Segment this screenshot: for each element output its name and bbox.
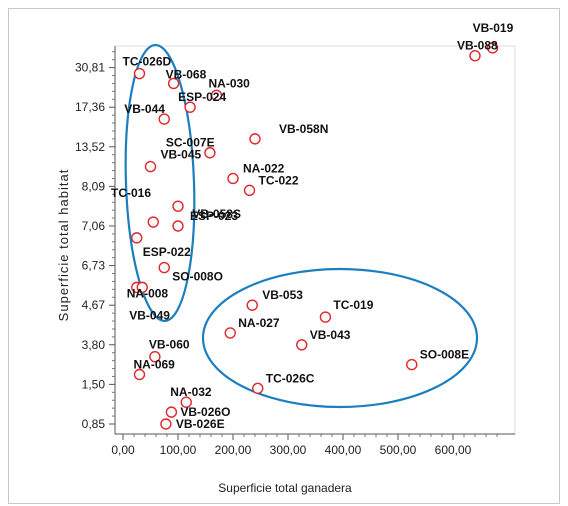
x-tick-label: 600,00 xyxy=(435,443,472,457)
data-point xyxy=(210,89,223,102)
data-point xyxy=(204,147,216,159)
data-point xyxy=(147,216,159,228)
point-label: SC-007E xyxy=(166,136,215,150)
point-label: VB-026E xyxy=(176,417,225,431)
point-label: TC-026D xyxy=(123,55,172,69)
y-tick-label: 13,52 xyxy=(75,140,105,154)
group-ellipse-left xyxy=(124,43,196,323)
y-tick-label: 17,36 xyxy=(75,100,105,114)
point-label: NA-027 xyxy=(238,316,280,330)
point-label: ESP-024 xyxy=(178,90,226,104)
point-label: TC-026C xyxy=(266,371,315,385)
x-tick-label: 0,00 xyxy=(111,443,135,457)
point-label: VB-058S xyxy=(192,207,241,221)
point-label: ESP-022 xyxy=(143,245,191,259)
data-point xyxy=(158,113,170,125)
data-point xyxy=(172,200,184,212)
point-label: VB-053 xyxy=(262,288,303,302)
data-point xyxy=(133,67,146,80)
y-tick-label: 7,06 xyxy=(82,219,106,233)
point-label: NA-069 xyxy=(134,358,176,372)
point-label: VB-045 xyxy=(161,148,202,162)
data-point xyxy=(167,77,180,90)
data-point xyxy=(246,299,258,311)
point-label: NA-008 xyxy=(127,286,169,300)
x-axis-title: Superficie total ganadera xyxy=(218,481,352,495)
point-label: SO-008E xyxy=(420,348,469,362)
point-label: VB-019 xyxy=(473,21,514,35)
point-label: VB-049 xyxy=(129,308,170,322)
point-label: VB-044 xyxy=(124,102,165,116)
data-point xyxy=(319,311,332,323)
point-label: VB-026O xyxy=(180,405,230,419)
data-point xyxy=(144,160,157,173)
point-label: NA-030 xyxy=(209,76,251,90)
y-tick-label: 8,09 xyxy=(82,179,106,193)
point-label: VB-060 xyxy=(149,338,190,352)
data-point xyxy=(184,101,196,113)
chart-frame xyxy=(8,8,560,504)
point-label: NA-032 xyxy=(170,385,212,399)
y-tick-label: 6,73 xyxy=(82,259,106,273)
x-tick-label: 300,00 xyxy=(270,443,307,457)
data-point xyxy=(136,281,148,294)
data-point xyxy=(486,42,499,54)
point-label: TC-022 xyxy=(259,173,299,187)
data-point xyxy=(160,418,172,430)
data-point xyxy=(469,50,481,62)
y-tick-label: 3,80 xyxy=(82,338,106,352)
point-label: SO-008O xyxy=(172,270,223,284)
point-label: VB-068 xyxy=(166,67,207,81)
data-point xyxy=(252,382,264,395)
group-ellipse-right xyxy=(201,267,479,409)
x-tick-label: 200,00 xyxy=(215,443,252,457)
point-label: VB-088 xyxy=(457,39,498,53)
data-point xyxy=(165,406,178,418)
x-tick-label: 400,00 xyxy=(325,443,362,457)
y-tick-label: 0,85 xyxy=(82,417,106,431)
point-label: ESP-023 xyxy=(190,209,238,223)
y-tick-label: 4,67 xyxy=(82,298,106,312)
y-axis-title: Superficie total habitat xyxy=(56,169,71,322)
point-label: TC-019 xyxy=(333,298,373,312)
point-label: VB-043 xyxy=(310,328,351,342)
data-point xyxy=(227,172,239,185)
data-point xyxy=(158,261,170,274)
data-point xyxy=(406,358,418,371)
data-point xyxy=(131,232,143,244)
x-tick-label: 100,00 xyxy=(160,443,197,457)
data-point xyxy=(133,368,146,381)
data-point xyxy=(149,350,161,363)
x-tick-label: 500,00 xyxy=(380,443,417,457)
data-point xyxy=(180,396,192,408)
data-point xyxy=(296,339,308,351)
y-tick-label: 30,81 xyxy=(75,61,105,75)
data-point xyxy=(249,133,261,145)
y-tick-label: 1,50 xyxy=(82,377,106,391)
point-label: NA-022 xyxy=(243,161,285,175)
point-label: TC-016 xyxy=(111,186,151,200)
point-label: VB-058N xyxy=(279,122,328,136)
data-point xyxy=(172,220,184,232)
data-point xyxy=(243,184,256,197)
data-point xyxy=(224,327,236,339)
